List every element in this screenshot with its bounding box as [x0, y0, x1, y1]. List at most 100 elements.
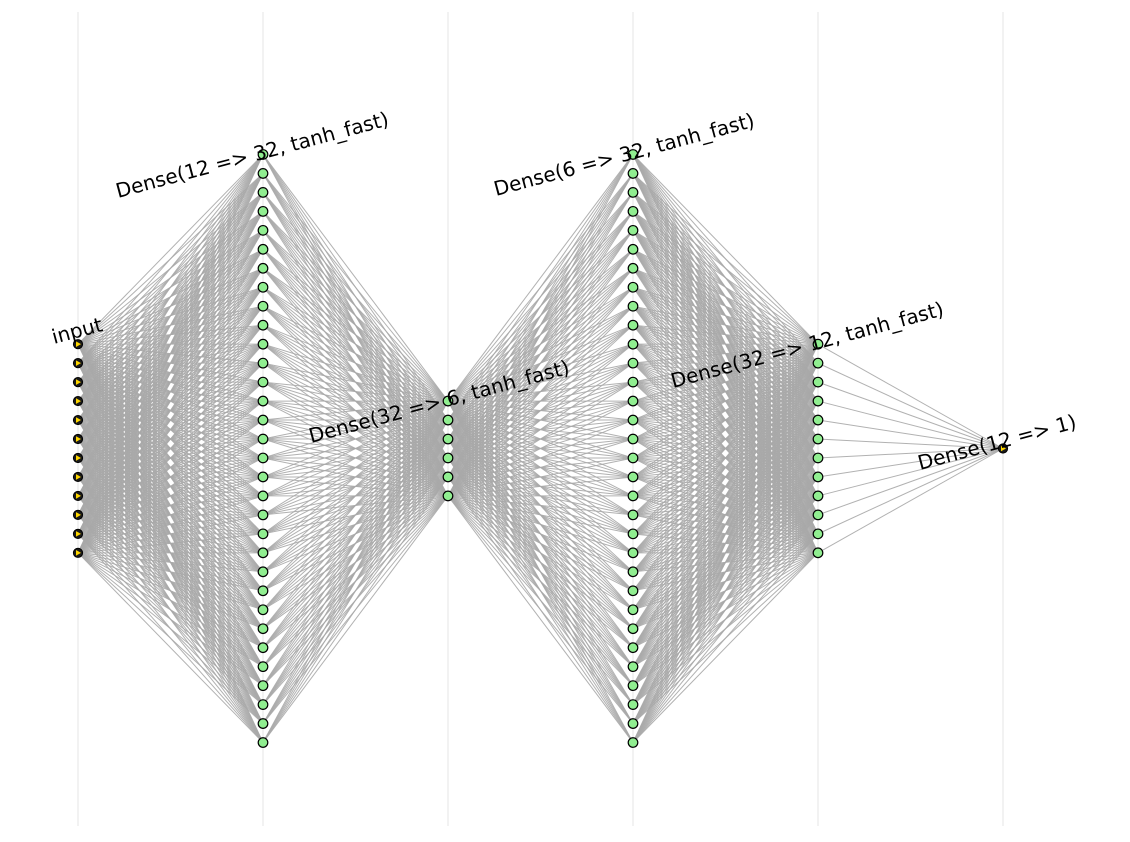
hidden-neuron-node — [627, 528, 639, 540]
connection-edge — [632, 192, 819, 345]
hidden-neuron-node — [442, 395, 454, 407]
connection-edge — [262, 400, 449, 648]
hidden-neuron-node — [812, 338, 824, 350]
hidden-neuron-node — [257, 737, 269, 748]
hidden-neuron-node — [627, 357, 639, 369]
connection-edge — [262, 192, 449, 402]
connection-edge — [447, 154, 634, 459]
connection-edge — [447, 154, 634, 402]
connection-edge — [632, 267, 819, 345]
connection-edge — [262, 400, 449, 743]
connection-edge — [447, 286, 634, 497]
hidden-neuron-node — [627, 471, 639, 483]
connection-edge — [447, 230, 634, 497]
connection-edge — [447, 495, 634, 630]
io-neuron-arrow-icon — [76, 493, 81, 499]
connection-edge — [632, 343, 819, 459]
connection-edge — [77, 286, 264, 554]
io-neuron-arrow-icon — [76, 512, 81, 518]
hidden-neuron-node — [442, 452, 454, 464]
hidden-neuron-node — [627, 604, 639, 616]
hidden-neuron-node — [257, 262, 269, 274]
hidden-neuron-node — [257, 224, 269, 236]
connection-edge — [632, 343, 819, 629]
connection-edge — [632, 457, 819, 743]
connection-edge — [262, 400, 449, 630]
connection-edge — [447, 495, 634, 743]
connection-edge — [632, 173, 819, 345]
io-neuron-arrow-icon — [76, 379, 81, 385]
hidden-neuron-node — [627, 168, 639, 179]
hidden-neuron-node — [812, 414, 824, 426]
connection-edge — [77, 552, 264, 630]
connection-edge — [632, 343, 819, 667]
hidden-neuron-node — [257, 433, 269, 445]
hidden-neuron-node — [812, 376, 824, 388]
hidden-neuron-node — [627, 262, 639, 274]
hidden-neuron-node — [257, 718, 269, 729]
connection-edge — [77, 552, 264, 649]
connection-edge — [447, 476, 634, 497]
connection-edge — [262, 267, 449, 402]
hidden-neuron-node — [442, 490, 454, 502]
connection-edge — [262, 400, 449, 667]
io-neuron-arrow-icon — [76, 398, 81, 404]
neuron-nodes — [72, 149, 1009, 748]
connection-edge — [447, 495, 634, 554]
connection-edge — [262, 305, 449, 402]
connection-edge — [77, 154, 264, 459]
connection-edge — [817, 448, 1004, 516]
connection-edge — [77, 552, 264, 668]
hidden-neuron-node — [257, 338, 269, 350]
connection-edge — [77, 343, 264, 554]
hidden-neuron-node — [812, 357, 824, 369]
connection-edge — [262, 400, 449, 592]
hidden-neuron-node — [257, 414, 269, 426]
hidden-neuron-node — [627, 338, 639, 350]
connection-edge — [262, 419, 449, 743]
connection-edge — [447, 495, 634, 686]
connection-edge — [262, 438, 449, 743]
connection-edge — [77, 154, 264, 497]
connection-edge — [262, 400, 449, 459]
hidden-neuron-node — [627, 300, 639, 312]
connection-edge — [447, 438, 634, 497]
connection-edge — [447, 362, 634, 497]
io-neuron-arrow-icon — [1001, 445, 1006, 452]
connection-edge — [632, 229, 819, 345]
connection-edge — [77, 173, 264, 554]
connection-edge — [262, 381, 449, 402]
connection-edge — [447, 305, 634, 497]
connection-edge — [817, 448, 1004, 478]
connection-edge — [632, 362, 819, 743]
connection-edge — [447, 495, 634, 724]
connection-edge — [77, 154, 264, 440]
hidden-neuron-node — [257, 623, 269, 635]
connection-edge — [77, 552, 264, 592]
hidden-neuron-node — [257, 243, 269, 255]
hidden-neuron-node — [627, 243, 639, 255]
connection-edge — [77, 154, 264, 383]
connection-edge — [632, 495, 819, 743]
hidden-neuron-node — [627, 661, 639, 673]
connection-edge — [817, 381, 1004, 449]
connection-edge — [632, 286, 819, 345]
hidden-neuron-node — [257, 300, 269, 312]
connection-edge — [447, 495, 634, 668]
connection-edge — [632, 343, 819, 535]
connection-edge — [77, 514, 264, 554]
hidden-neuron-node — [812, 471, 824, 483]
connection-edge — [77, 552, 264, 743]
connection-edge — [632, 343, 819, 497]
connection-edge — [632, 343, 819, 421]
connection-edge — [77, 495, 264, 554]
connection-edge — [817, 438, 1004, 449]
hidden-neuron-node — [257, 699, 269, 710]
hidden-neuron-node — [627, 149, 639, 160]
connection-edge — [77, 154, 264, 516]
connection-edge — [77, 552, 264, 687]
connection-edge — [632, 343, 819, 573]
hidden-neuron-node — [257, 376, 269, 388]
connection-edge — [262, 154, 449, 402]
